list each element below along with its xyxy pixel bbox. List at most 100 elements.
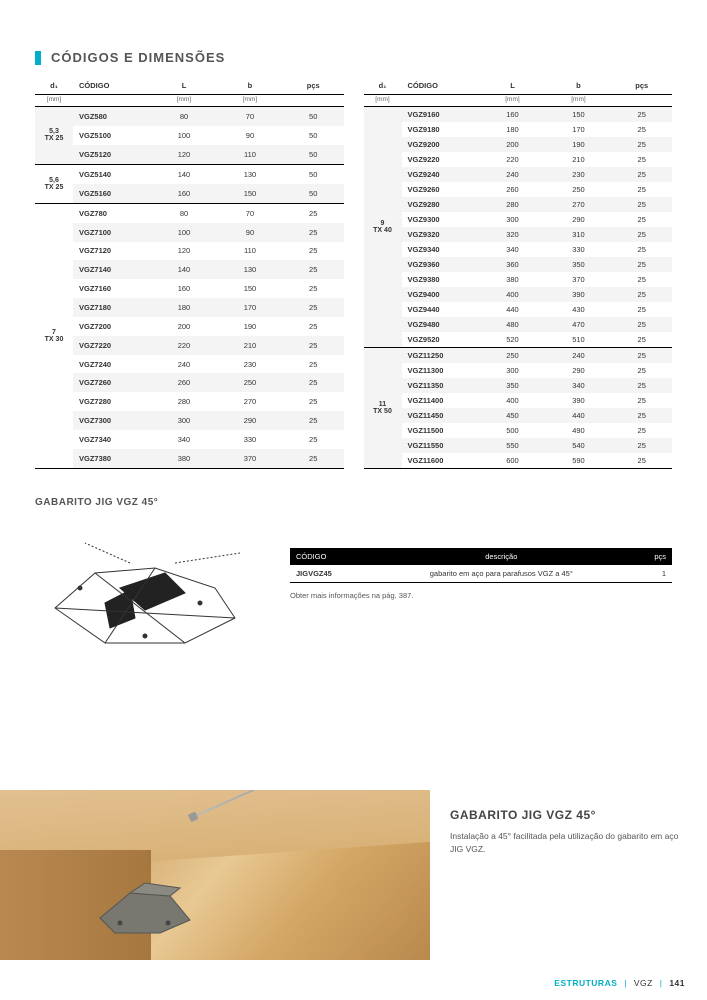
table-row: VGZ928028027025 (364, 197, 673, 212)
cell-code: VGZ7340 (73, 430, 151, 449)
table-row: VGZ738038037025 (35, 449, 344, 469)
cell-b: 150 (217, 184, 283, 203)
table-row: VGZ924024023025 (364, 167, 673, 182)
cell-b: 590 (545, 453, 611, 469)
cell-b: 390 (545, 287, 611, 302)
cell-L: 400 (480, 287, 546, 302)
cell-code: VGZ9320 (402, 227, 480, 242)
table-row: VGZ944044043025 (364, 302, 673, 317)
dimensions-table-right: d₁CÓDIGOLbpçs[mm][mm][mm]9TX 40VGZ916016… (364, 77, 673, 469)
cell-code: VGZ7260 (73, 373, 151, 392)
cell-b: 150 (217, 279, 283, 298)
cell-b: 330 (217, 430, 283, 449)
cell-code: VGZ11600 (402, 453, 480, 469)
cell-L: 480 (480, 317, 546, 332)
product-photo (0, 790, 430, 960)
cell-pcs: 25 (283, 223, 344, 242)
cell-L: 260 (151, 373, 217, 392)
cell-L: 260 (480, 182, 546, 197)
table-row: VGZ938038037025 (364, 272, 673, 287)
cell-pcs: 25 (611, 287, 672, 302)
cell-pcs: 25 (611, 317, 672, 332)
cell-L: 300 (151, 411, 217, 430)
th-d1-unit: [mm] (364, 95, 402, 107)
group-d1: 7TX 30 (35, 203, 73, 468)
cell-pcs: 50 (283, 184, 344, 203)
cell-L: 340 (480, 242, 546, 257)
cell-pcs: 25 (611, 348, 672, 364)
group-d1: 5,3TX 25 (35, 107, 73, 165)
table-row: VGZ920020019025 (364, 137, 673, 152)
table-row: VGZ728028027025 (35, 392, 344, 411)
cell-code: VGZ7300 (73, 411, 151, 430)
cell-b: 130 (217, 260, 283, 279)
table-row: VGZ724024023025 (35, 355, 344, 374)
cell-code: VGZ7220 (73, 336, 151, 355)
cell-code: VGZ11350 (402, 378, 480, 393)
th-b-unit: [mm] (217, 95, 283, 107)
cell-b: 190 (217, 317, 283, 336)
cell-pcs: 25 (611, 453, 672, 469)
cell-pcs: 25 (283, 260, 344, 279)
table-row: VGZ726026025025 (35, 373, 344, 392)
cell-pcs: 50 (283, 164, 344, 183)
cell-b: 230 (217, 355, 283, 374)
th-d1: d₁ (35, 77, 73, 95)
cell-L: 300 (480, 212, 546, 227)
cell-L: 400 (480, 393, 546, 408)
table-row: VGZ716016015025 (35, 279, 344, 298)
cell-b: 90 (217, 126, 283, 145)
cell-b: 110 (217, 145, 283, 164)
th-L: L (151, 77, 217, 95)
cell-code: VGZ9180 (402, 122, 480, 137)
cell-b: 490 (545, 423, 611, 438)
cell-code: VGZ7140 (73, 260, 151, 279)
cell-code: VGZ5160 (73, 184, 151, 203)
cell-b: 370 (217, 449, 283, 469)
cell-code: VGZ7280 (73, 392, 151, 411)
table-row: 11TX 50VGZ1125025024025 (364, 348, 673, 364)
footer-category: ESTRUTURAS (554, 978, 617, 988)
cell-code: VGZ9440 (402, 302, 480, 317)
table-row: VGZ722022021025 (35, 336, 344, 355)
cell-L: 160 (480, 107, 546, 123)
cell-b: 540 (545, 438, 611, 453)
cell-b: 370 (545, 272, 611, 287)
cell-pcs: 25 (611, 378, 672, 393)
cell-code: VGZ9280 (402, 197, 480, 212)
table-row: VGZ1160060059025 (364, 453, 673, 469)
th-d1-unit: [mm] (35, 95, 73, 107)
cell-b: 290 (545, 212, 611, 227)
cell-L: 320 (480, 227, 546, 242)
cell-code: VGZ9340 (402, 242, 480, 257)
cell-L: 80 (151, 107, 217, 126)
cell-b: 470 (545, 317, 611, 332)
cell-L: 100 (151, 223, 217, 242)
cell-pcs: 25 (611, 137, 672, 152)
jig-row: CÓDIGO descrição pçs JIGVGZ45 gabarito e… (0, 518, 707, 658)
cell-L: 160 (151, 184, 217, 203)
cell-pcs: 25 (611, 167, 672, 182)
jig-pcs: 1 (632, 565, 672, 583)
cell-code: VGZ580 (73, 107, 151, 126)
cell-L: 180 (480, 122, 546, 137)
th-L: L (480, 77, 546, 95)
cell-pcs: 25 (283, 279, 344, 298)
cell-L: 300 (480, 363, 546, 378)
table-row: VGZ720020019025 (35, 317, 344, 336)
th-pcs: pçs (283, 77, 344, 95)
cell-code: VGZ9520 (402, 332, 480, 348)
table-row: VGZ918018017025 (364, 122, 673, 137)
table-row: VGZ714014013025 (35, 260, 344, 279)
cell-pcs: 25 (283, 203, 344, 222)
jig-diagram (35, 518, 265, 658)
footer-sep-1: | (624, 978, 627, 988)
cell-L: 100 (151, 126, 217, 145)
table-row: VGZ718018017025 (35, 298, 344, 317)
cell-code: VGZ7160 (73, 279, 151, 298)
cell-pcs: 25 (611, 182, 672, 197)
cell-b: 230 (545, 167, 611, 182)
cell-b: 170 (545, 122, 611, 137)
cell-L: 450 (480, 408, 546, 423)
cell-b: 330 (545, 242, 611, 257)
